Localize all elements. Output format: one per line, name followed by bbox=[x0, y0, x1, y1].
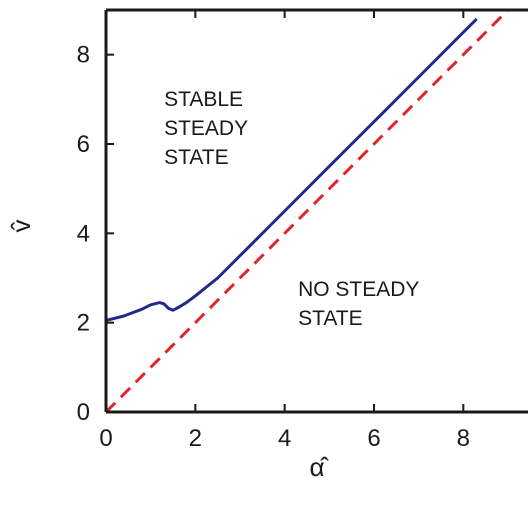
y-tick-label: 8 bbox=[77, 42, 90, 69]
region-annotation-line: STABLE bbox=[164, 88, 243, 111]
y-tick-label: 6 bbox=[77, 131, 90, 158]
region-annotation-line: STATE bbox=[164, 146, 229, 169]
x-axis-label: α̂ bbox=[309, 452, 329, 482]
region-annotation-line: STEADY bbox=[164, 117, 248, 140]
y-tick-label: 0 bbox=[77, 399, 90, 426]
series-line-dashed bbox=[106, 10, 508, 412]
ticks-layer: 0 2 4 6 8 0 2 4 6 8 bbox=[77, 10, 470, 452]
x-tick-label: 0 bbox=[99, 425, 112, 452]
y-tick-label: 4 bbox=[77, 220, 90, 247]
x-tick-label: 4 bbox=[278, 425, 291, 452]
region-annotation: STABLE STEADY STATE bbox=[164, 88, 248, 169]
series-line-solid bbox=[106, 19, 477, 321]
x-tick-label: 8 bbox=[457, 425, 470, 452]
region-annotation: NO STEADY STATE bbox=[298, 278, 419, 330]
y-tick-label: 2 bbox=[77, 310, 90, 337]
x-tick-label: 6 bbox=[367, 425, 380, 452]
series-layer bbox=[106, 10, 508, 412]
region-annotation-line: NO STEADY bbox=[298, 278, 419, 301]
x-tick-label: 2 bbox=[189, 425, 202, 452]
annotation-layer: STABLE STEADY STATE NO STEADY STATE bbox=[164, 88, 419, 330]
region-annotation-line: STATE bbox=[298, 307, 363, 330]
y-axis-label: v̂ bbox=[6, 220, 36, 233]
axes-layer bbox=[106, 10, 528, 412]
